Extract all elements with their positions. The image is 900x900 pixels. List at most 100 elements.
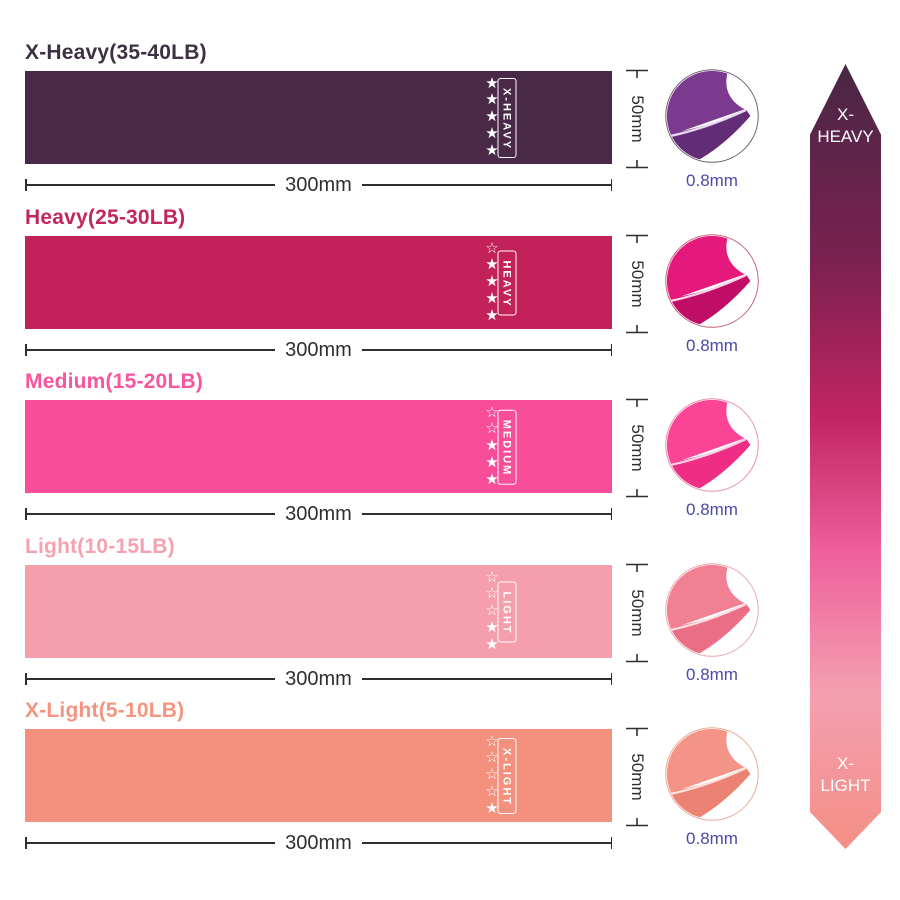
band-closeup-circle (665, 398, 759, 492)
star-filled-icon: ★ (485, 453, 499, 471)
band-row-light: Light(10-15LB) ☆ ☆ ☆ ★ ★ LIGHT 300mm 50mm (0, 535, 800, 703)
dimension-line (26, 842, 276, 844)
width-dimension-label: 300mm (285, 502, 352, 525)
thickness-label: 0.8mm (686, 829, 738, 848)
band-title: Light(10-15LB) (25, 535, 175, 558)
height-dimension-label: 50mm (628, 95, 647, 142)
star-filled-icon: ★ (485, 635, 499, 653)
dimension-tick (610, 344, 613, 356)
dimension-line (26, 678, 276, 680)
width-dimension-label: 300mm (285, 338, 352, 361)
dimension-ticks (626, 398, 648, 498)
star-filled-icon: ★ (485, 273, 499, 291)
thickness-detail: 0.8mm (664, 397, 760, 520)
star-empty-icon: ☆ (485, 732, 499, 750)
dimension-tick (25, 344, 27, 356)
star-filled-icon: ★ (485, 437, 499, 455)
star-filled-icon: ★ (485, 91, 499, 109)
height-dimension-label: 50mm (628, 589, 647, 636)
star-filled-icon: ★ (485, 108, 499, 126)
width-dimension: 300mm (25, 832, 613, 854)
thickness-label: 0.8mm (686, 336, 738, 355)
dimension-line (361, 513, 611, 515)
dimension-ticks (626, 69, 648, 169)
band-title: X-Light(5-10LB) (25, 699, 185, 722)
dimension-line (361, 842, 611, 844)
band-rectangle: ☆ ☆ ★ ★ ★ MEDIUM (25, 400, 612, 493)
thickness-detail: 0.8mm (664, 68, 760, 191)
width-dimension: 300mm (25, 502, 613, 525)
band-rectangle: ☆ ☆ ☆ ☆ ★ X-LIGHT (25, 729, 612, 822)
star-filled-icon: ★ (485, 141, 499, 159)
dimension-tick (25, 673, 27, 685)
thickness-label: 0.8mm (686, 665, 738, 684)
star-filled-icon: ★ (485, 799, 499, 817)
star-rating: ☆ ☆ ★ ★ ★ (478, 400, 506, 493)
star-filled-icon: ★ (485, 470, 499, 488)
star-empty-icon: ☆ (485, 403, 499, 421)
star-rating: ☆ ☆ ☆ ★ ★ (478, 565, 506, 658)
band-underside (666, 110, 751, 162)
star-empty-icon: ☆ (485, 585, 499, 603)
star-rating: ☆ ☆ ☆ ☆ ★ (478, 729, 506, 822)
band-strength-tag: LIGHT (497, 581, 517, 642)
dimension-ticks (626, 563, 648, 663)
band-closeup-circle (665, 69, 759, 163)
band-title: Medium(15-20LB) (25, 370, 204, 393)
band-rectangle: ☆ ★ ★ ★ ★ HEAVY (25, 236, 612, 329)
dimension-ticks (626, 234, 648, 334)
dimension-tick (25, 508, 27, 520)
width-dimension: 300mm (25, 173, 613, 196)
height-dimension-label: 50mm (628, 424, 647, 471)
dimension-tick (610, 673, 613, 685)
star-filled-icon: ★ (485, 256, 499, 274)
star-rating: ☆ ★ ★ ★ ★ (478, 236, 506, 329)
star-empty-icon: ☆ (485, 420, 499, 438)
band-closeup-circle (665, 727, 759, 821)
dimension-line (26, 184, 276, 186)
thickness-detail: 0.8mm (664, 726, 760, 849)
band-underside (666, 275, 751, 327)
dimension-line (26, 349, 276, 351)
strength-gradient-arrow: X- HEAVY X- LIGHT (810, 64, 881, 849)
height-dimension: 50mm (626, 69, 648, 169)
band-underside (666, 768, 751, 820)
height-dimension: 50mm (626, 563, 648, 663)
dimension-line (361, 349, 611, 351)
width-dimension-label: 300mm (285, 173, 352, 196)
band-row-x-heavy: X-Heavy(35-40LB) ★ ★ ★ ★ ★ X-HEAVY 300mm 50m… (0, 41, 800, 209)
dimension-ticks (626, 727, 648, 827)
star-empty-icon: ☆ (485, 749, 499, 767)
dimension-tick (25, 179, 27, 191)
star-empty-icon: ☆ (485, 602, 499, 620)
arrow-top-label: X- HEAVY (817, 105, 874, 146)
arrow-bottom-label: X- LIGHT (820, 754, 871, 795)
band-rectangle: ★ ★ ★ ★ ★ X-HEAVY (25, 71, 612, 164)
star-filled-icon: ★ (485, 306, 499, 324)
star-empty-icon: ☆ (485, 782, 499, 800)
star-filled-icon: ★ (485, 124, 499, 142)
dimension-tick (25, 837, 27, 849)
star-filled-icon: ★ (485, 618, 499, 636)
star-filled-icon: ★ (485, 289, 499, 307)
band-strength-tag: X-LIGHT (497, 737, 517, 814)
width-dimension: 300mm (25, 338, 613, 361)
band-closeup-circle (665, 563, 759, 657)
height-dimension: 50mm (626, 398, 648, 498)
star-empty-icon: ☆ (485, 766, 499, 784)
dimension-line (361, 184, 611, 186)
band-row-x-light: X-Light(5-10LB) ☆ ☆ ☆ ☆ ★ X-LIGHT 300mm 50mm (0, 699, 800, 867)
thickness-detail: 0.8mm (664, 233, 760, 356)
star-empty-icon: ☆ (485, 239, 499, 257)
band-rectangle: ☆ ☆ ☆ ★ ★ LIGHT (25, 565, 612, 658)
band-underside (666, 604, 751, 656)
height-dimension-label: 50mm (628, 260, 647, 307)
height-dimension: 50mm (626, 727, 648, 827)
height-dimension-label: 50mm (628, 753, 647, 800)
dimension-tick (610, 179, 613, 191)
dimension-line (361, 678, 611, 680)
width-dimension: 300mm (25, 668, 613, 690)
band-closeup-circle (665, 234, 759, 328)
star-empty-icon: ☆ (485, 568, 499, 586)
